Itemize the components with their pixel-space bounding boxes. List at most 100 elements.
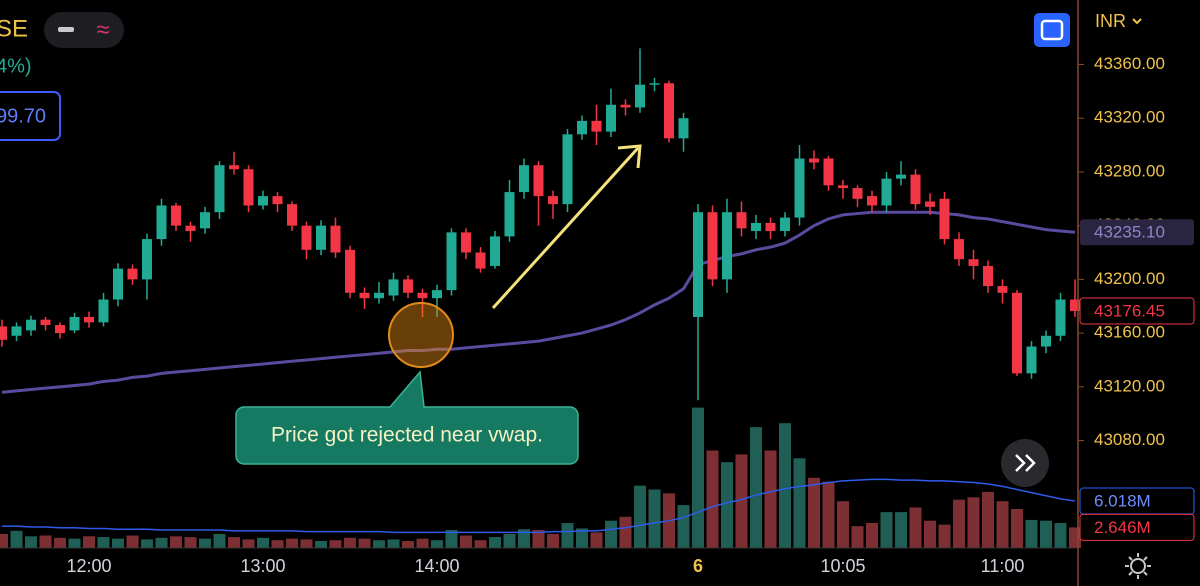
volume-bar [996,501,1009,548]
volume-bar [315,540,327,548]
price: 99.70 [0,105,46,127]
x-tick-label: 13:00 [240,556,285,576]
volume-bar [561,523,574,548]
annotation: Price got rejected near vwap. [271,424,543,447]
candle-body [823,158,834,186]
volume-label: 2.646M [1094,518,1151,537]
volume-bar [532,530,545,548]
candle-body [852,188,863,199]
candle-body [40,319,51,326]
wave-icon: ≈ [96,16,109,43]
candle-body [272,196,283,205]
candle-body [838,185,848,189]
candle-body [548,196,558,205]
volume-bar [503,533,516,548]
candle-body [794,158,805,218]
candle-body [84,316,94,323]
vwap-price-label: 43235.10 [1094,223,1165,242]
candle-body [490,236,500,266]
settings-button[interactable] [1130,558,1146,574]
candle-body [664,83,674,139]
candle-body [475,252,486,269]
volume-bar [489,537,501,548]
candle-body [185,225,196,232]
volume-bar [590,532,603,548]
volume-bar [750,427,762,548]
fullscreen-button[interactable] [1034,13,1070,47]
volume-bar [329,540,342,548]
volume-bar [880,512,893,548]
currency[interactable]: INR [1095,11,1126,31]
candle-body [156,205,167,240]
candle-body [359,292,370,299]
candle-body [1055,299,1066,336]
candle-body [461,232,471,253]
y-tick-label: 43360.00 [1094,54,1165,73]
candle-body [751,222,761,232]
volume-bar [460,535,472,548]
candle-body [606,104,616,132]
volume-bar [619,516,632,548]
change: 4%) [0,55,32,77]
volume-bar [692,407,704,548]
candle-body [1026,346,1037,374]
volume-bar [344,537,356,548]
volume-bar [721,462,733,548]
volume-bar [1054,523,1067,548]
candle-body [243,169,254,206]
candle-body [925,201,935,207]
volume-bar [228,537,240,548]
candle-body [736,212,747,229]
x-tick-label: 12:00 [66,556,111,576]
candle-body [983,265,993,287]
volume-bar [199,538,211,548]
volume-bar [837,501,849,548]
volume-bar [779,423,791,548]
candle-body [11,326,22,336]
candle-body [620,104,631,108]
price-box[interactable] [0,91,61,141]
volume-bar [10,530,23,548]
volume-bar [170,536,182,548]
volume-bar [866,523,878,548]
volume-label-box [1079,513,1195,541]
candle-body [1070,299,1080,312]
arrow-shaft [491,146,640,310]
volume-bar [764,450,777,548]
x-tick-label: 11:00 [981,556,1025,576]
volume-bar [909,507,922,548]
minus-icon [58,27,74,32]
candle-body [519,165,529,193]
volume-bar [895,512,907,548]
candle-body [26,319,36,331]
candle-body [722,212,732,280]
candle-body [867,196,877,206]
volume-bar [982,491,994,548]
volume-bar [605,520,617,548]
volume-bar [634,485,646,548]
volume-bar [576,528,588,548]
volume-bar [735,454,748,548]
candle-body [171,205,181,226]
volume-bar [706,450,719,548]
candle-body [504,192,515,237]
candle-body [954,239,964,260]
candle-body [446,232,457,291]
indicator-toggle[interactable] [44,12,124,48]
volume-bar [141,539,153,548]
volume-bar [793,458,806,548]
candle-body [0,326,7,340]
plot [0,48,1081,548]
candle-body [939,198,950,240]
candle-body [635,84,645,108]
y-tick-label: 43160.00 [1094,323,1165,342]
candle-body [432,290,442,299]
last-price-label-box [1079,297,1195,325]
rejection-circle [388,302,454,368]
callout [235,370,579,465]
volume-bar [851,526,864,548]
volume-bar [242,539,255,548]
candle-body [229,165,239,170]
candle-body [881,178,892,206]
